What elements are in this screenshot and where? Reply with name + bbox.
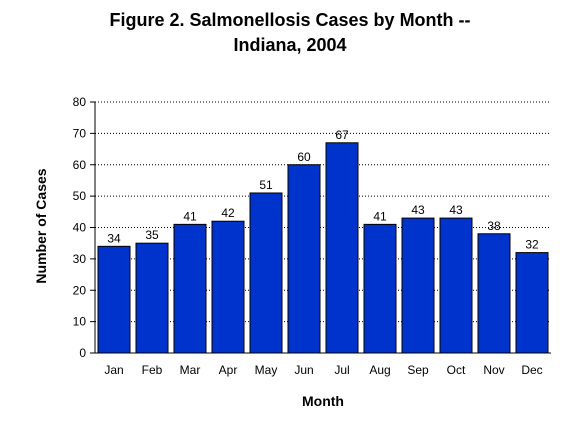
- bar: [477, 233, 511, 354]
- x-tick-label: Mar: [180, 363, 201, 377]
- bar: [515, 252, 549, 354]
- bar-value-label: 41: [373, 209, 387, 223]
- x-tick-label: Feb: [142, 363, 163, 377]
- bar: [363, 223, 397, 354]
- x-tick-label: Jan: [104, 363, 123, 377]
- bar: [287, 164, 321, 354]
- bar: [249, 192, 283, 354]
- bar: [401, 217, 435, 354]
- chart-title-line-2: Indiana, 2004: [233, 35, 347, 55]
- y-tick-label: 0: [79, 346, 86, 360]
- bar-value-label: 35: [145, 228, 159, 242]
- y-tick-label: 50: [73, 189, 87, 203]
- x-tick-label: Dec: [521, 363, 542, 377]
- x-tick-label: Apr: [219, 363, 238, 377]
- bar: [135, 242, 169, 354]
- chart-title: Figure 2. Salmonellosis Cases by Month -…: [0, 8, 580, 58]
- y-tick-label: 60: [73, 158, 87, 172]
- x-axis-title: Month: [302, 393, 344, 409]
- bar: [173, 223, 207, 354]
- gridlines: [95, 101, 551, 323]
- bar-value-label: 38: [487, 219, 501, 233]
- y-tick-label: 30: [73, 252, 87, 266]
- x-tick-label: Sep: [407, 363, 429, 377]
- x-tick-label: Aug: [369, 363, 390, 377]
- y-tick-label: 70: [73, 126, 87, 140]
- bar-value-label: 67: [335, 128, 349, 142]
- bar-value-label: 43: [449, 203, 463, 217]
- y-axis-title: Number of Cases: [33, 168, 49, 284]
- y-tick-label: 40: [73, 221, 87, 235]
- y-tick-label: 20: [73, 283, 87, 297]
- x-tick-label: Jun: [294, 363, 313, 377]
- axes: [90, 101, 551, 354]
- bar-value-label: 51: [259, 178, 273, 192]
- bar-value-label: 34: [107, 231, 121, 245]
- bars: [97, 142, 549, 354]
- x-tick-label: May: [255, 363, 278, 377]
- bar: [211, 220, 245, 354]
- bar: [439, 217, 473, 354]
- y-tick-label: 80: [73, 95, 87, 109]
- bar-value-label: 43: [411, 203, 425, 217]
- bar-value-label: 42: [221, 206, 235, 220]
- bar-value-label: 60: [297, 150, 311, 164]
- x-tick-label: Nov: [483, 363, 504, 377]
- bar-value-label: 41: [183, 209, 197, 223]
- chart-title-line-1: Figure 2. Salmonellosis Cases by Month -…: [109, 10, 471, 30]
- x-tick-label: Oct: [447, 363, 466, 377]
- y-tick-label: 10: [73, 315, 87, 329]
- labels: 0 10 20 30 40 50 60 70 80 34 Jan 35 Feb 41 Mar 42 Apr 51 M…: [73, 95, 543, 377]
- bar: [325, 142, 359, 354]
- bar: [97, 245, 131, 354]
- bar-value-label: 32: [525, 238, 539, 252]
- x-tick-label: Jul: [334, 363, 349, 377]
